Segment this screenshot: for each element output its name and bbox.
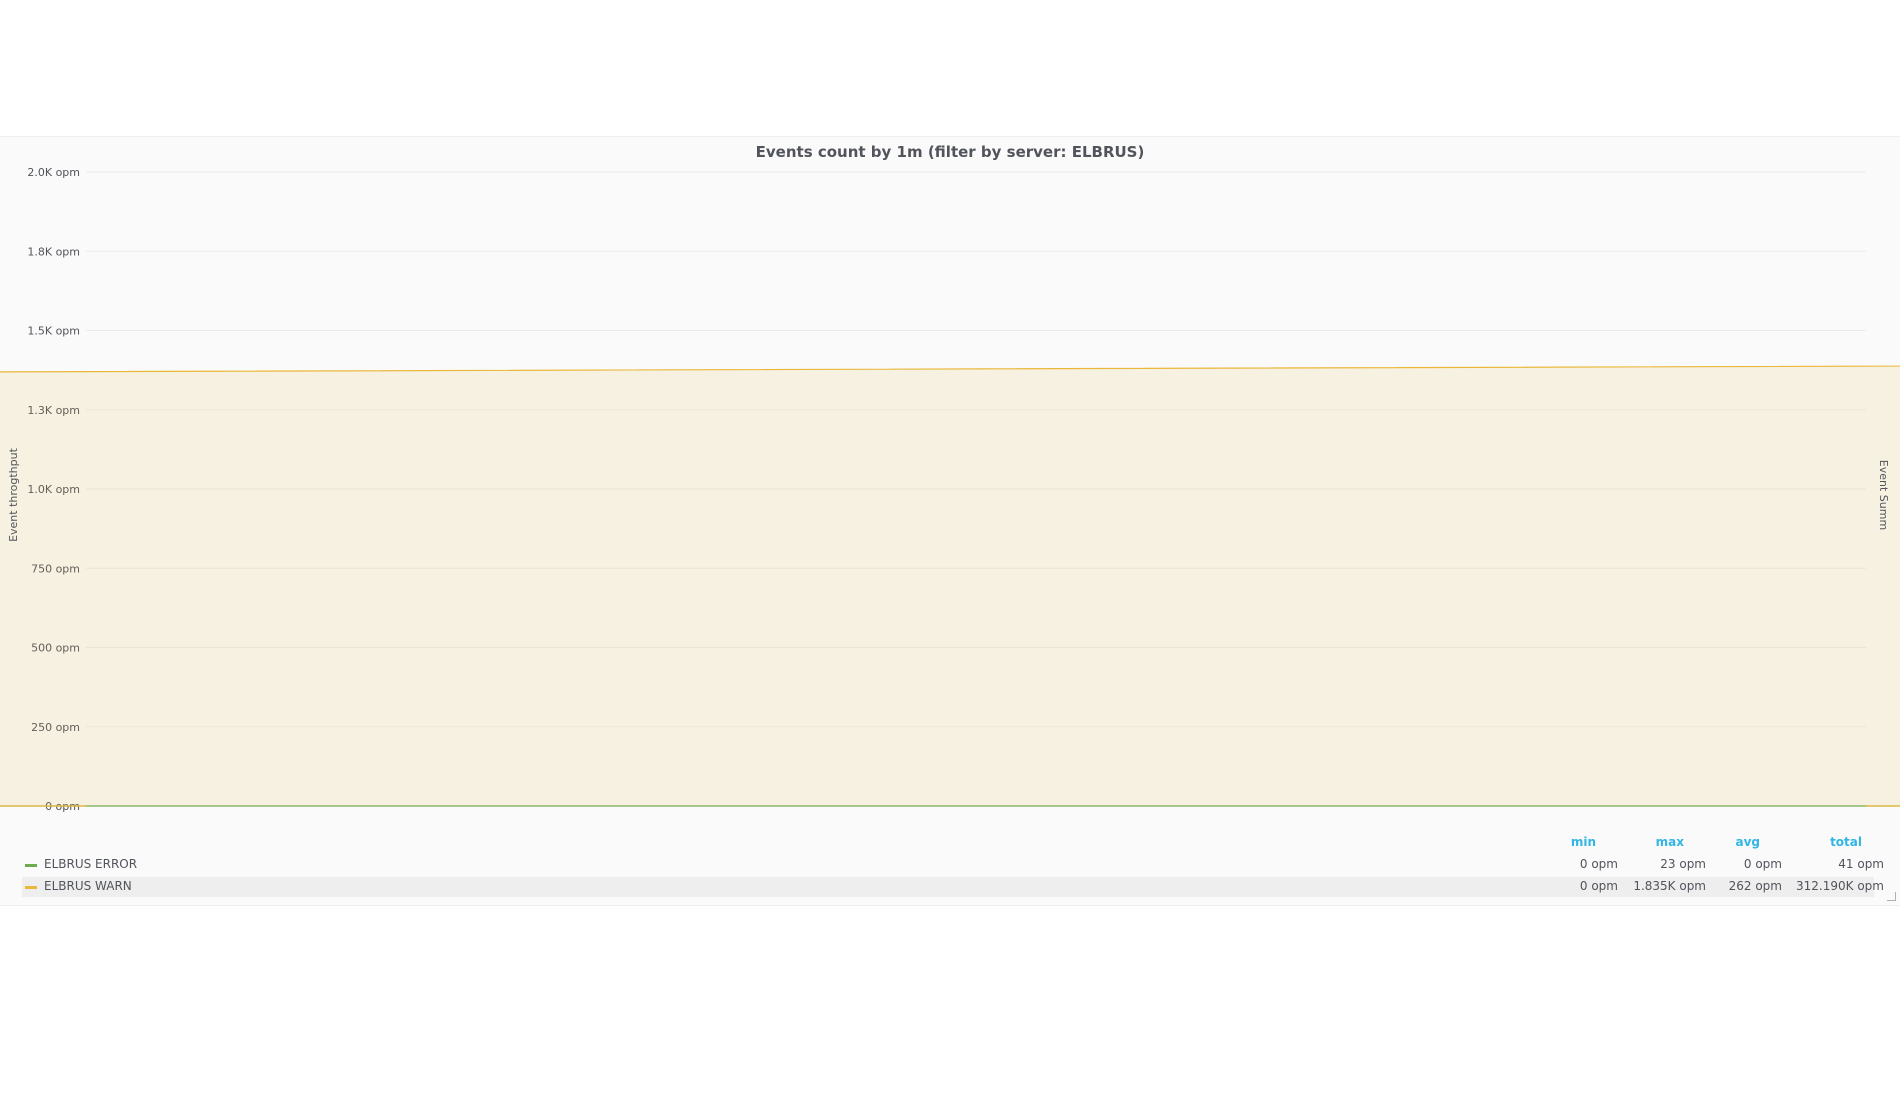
legend-swatch-error[interactable] [25,864,37,867]
data-point-warn [1865,805,1867,807]
legend-header-total[interactable]: total [1830,835,1862,849]
y-tick-label: 1.5K opm [27,325,80,338]
legend: min max avg total ELBRUS ERROR 0 opm 23 … [0,835,1900,905]
legend-min: 0 opm [1579,857,1618,871]
legend-max: 23 opm [1660,857,1706,871]
legend-swatch-warn[interactable] [25,886,37,889]
legend-series-name[interactable]: ELBRUS WARN [44,879,132,893]
data-point-warn [85,805,87,807]
y2-axis-label: Event Summ [1877,460,1890,530]
series-layer [0,365,1900,807]
panel-title[interactable]: Events count by 1m (filter by server: EL… [755,143,1145,161]
graph-panel: Events count by 1m (filter by server: EL… [0,136,1900,906]
legend-header-min[interactable]: min [1570,835,1596,849]
legend-total: 312.190K opm [1796,879,1884,893]
y-tick-label: 1.8K opm [27,245,80,258]
legend-total: 41 opm [1838,857,1884,871]
legend-header-avg[interactable]: avg [1735,835,1760,849]
y-axis-label: Event throgthput [7,447,20,542]
y-tick-label: 750 opm [31,562,80,575]
y-tick-label: 2.0K opm [27,166,80,179]
legend-header-max[interactable]: max [1655,835,1684,849]
legend-max: 1.835K opm [1633,879,1706,893]
y-tick-label: 500 opm [31,642,80,655]
x-axis-ticks: 20:0021:0022:0023:0000:0001:0002:0003:00… [0,814,1900,827]
series-area-warn [0,366,1900,806]
legend-avg: 262 opm [1728,879,1782,893]
resize-handle[interactable] [1887,892,1896,901]
y-tick-label: 250 opm [31,721,80,734]
legend-series-name[interactable]: ELBRUS ERROR [44,857,138,871]
legend-avg: 0 opm [1743,857,1782,871]
legend-min: 0 opm [1579,879,1618,893]
legend-row-error[interactable]: ELBRUS ERROR 0 opm 23 opm 0 opm 41 opm [22,855,1884,875]
legend-row-warn[interactable]: ELBRUS WARN 0 opm 1.835K opm 262 opm 312… [22,877,1884,897]
y-tick-label: 1.0K opm [27,483,80,496]
y-tick-label: 1.3K opm [27,404,80,417]
